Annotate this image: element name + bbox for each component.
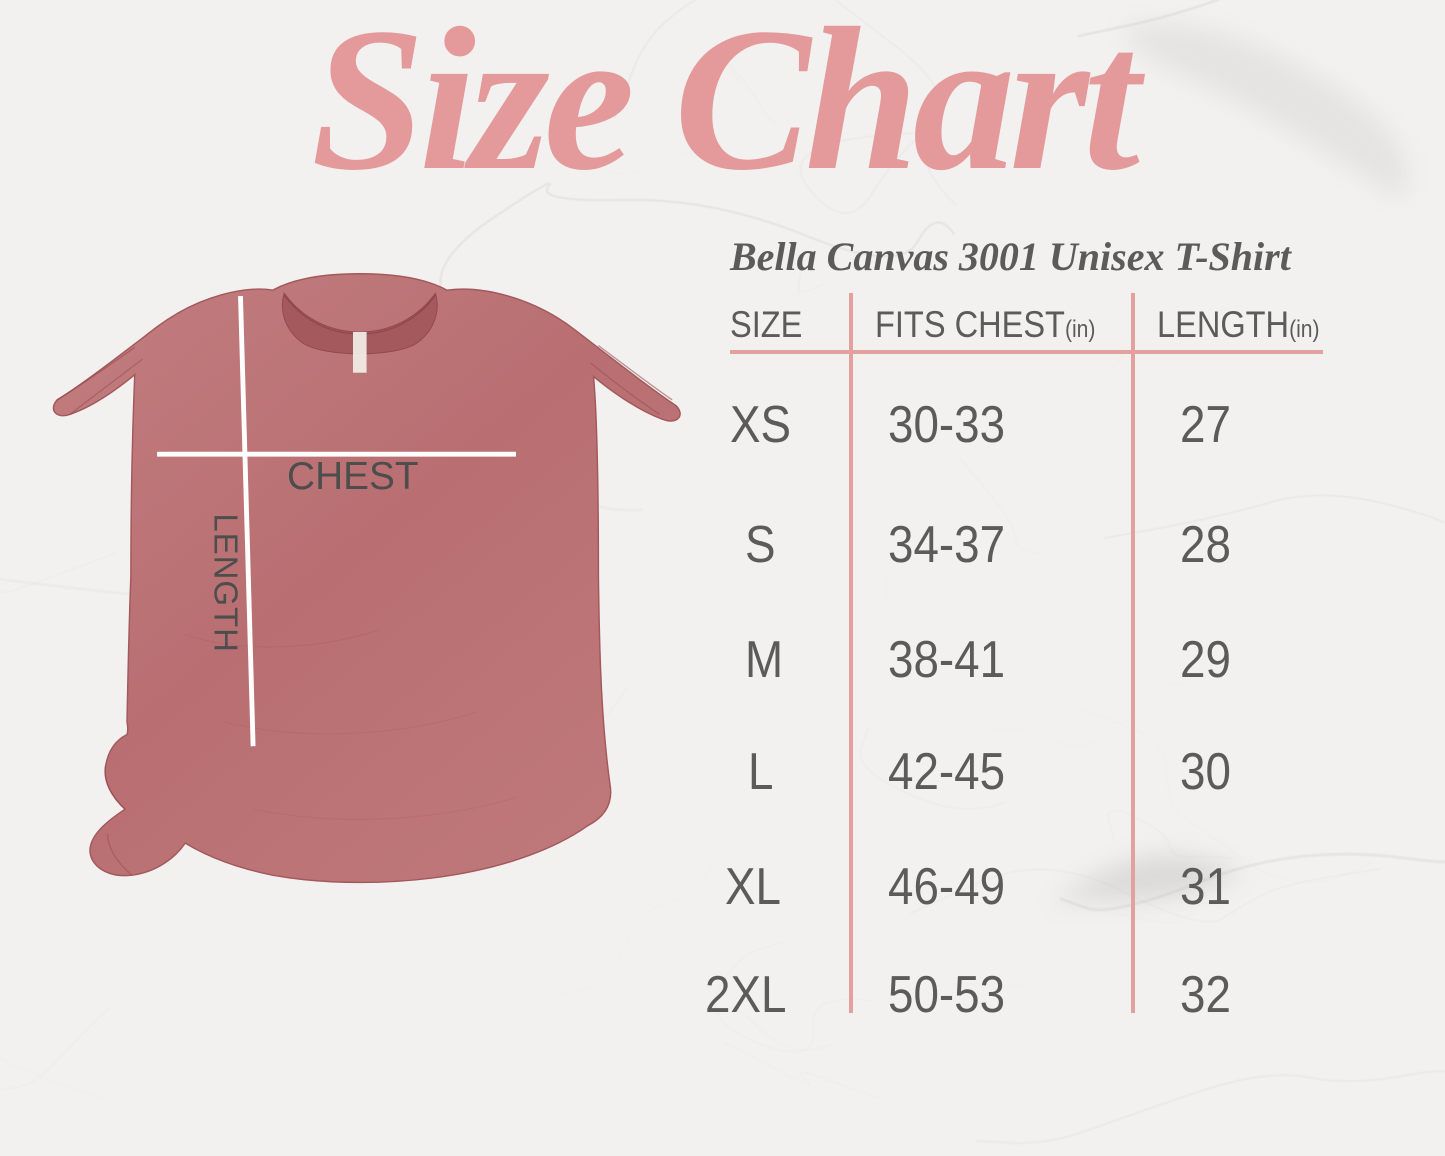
svg-text:CHEST: CHEST bbox=[287, 455, 419, 498]
svg-text:LENGTH: LENGTH bbox=[207, 513, 244, 653]
